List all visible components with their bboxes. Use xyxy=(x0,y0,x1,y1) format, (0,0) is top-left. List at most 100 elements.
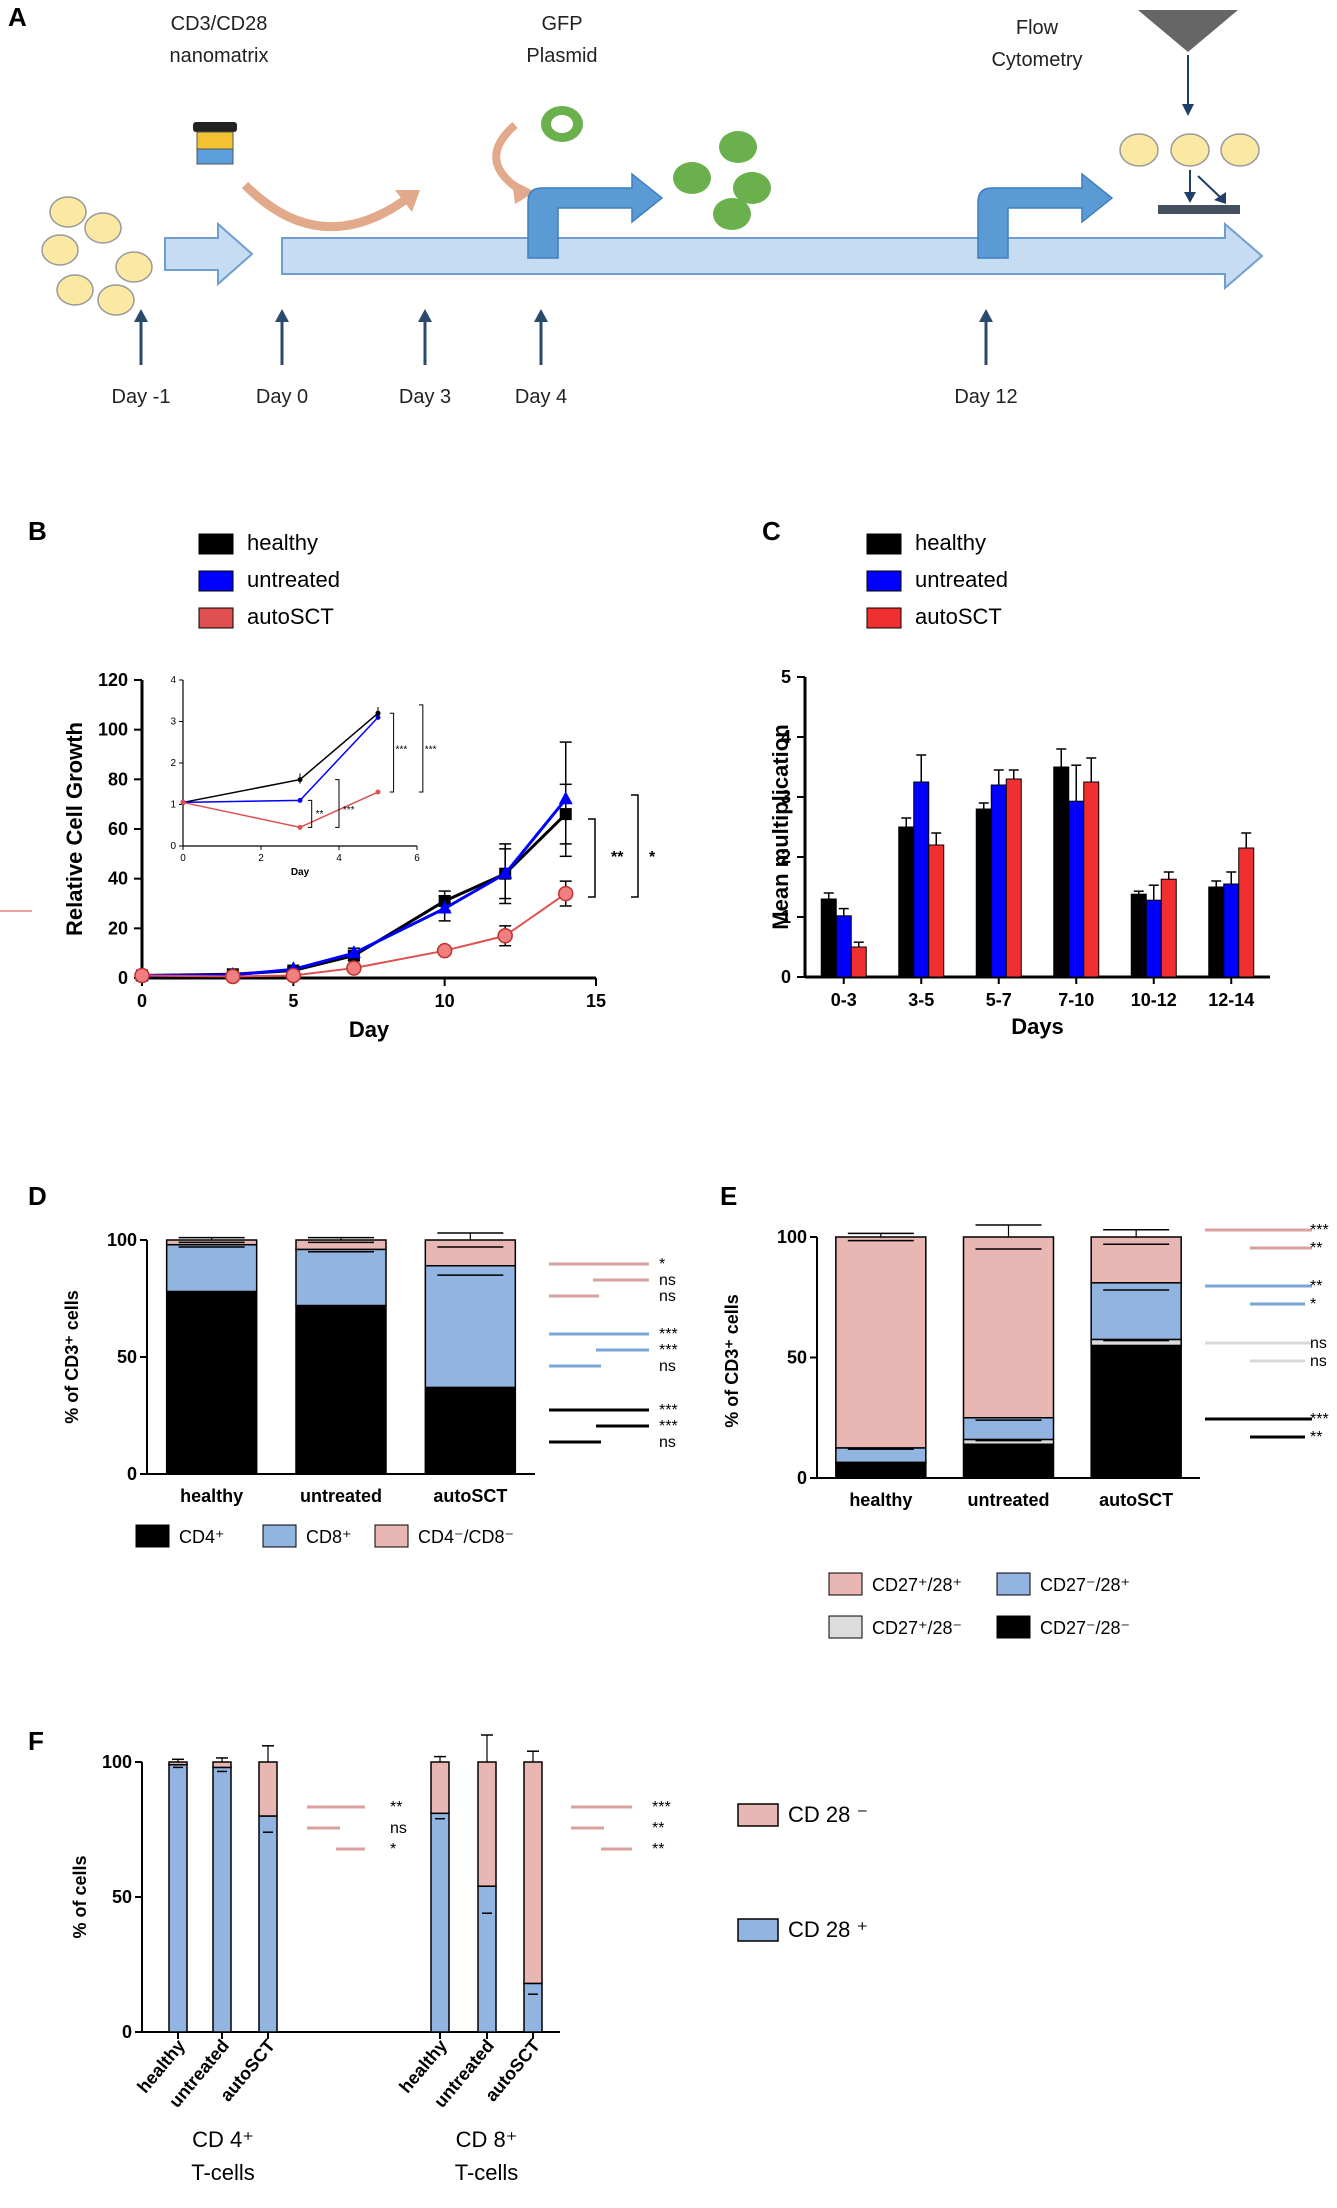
day-label: Day 3 xyxy=(399,386,451,408)
legend-label: untreated xyxy=(247,567,340,592)
legend-label: CD27⁺/28⁺ xyxy=(872,1575,962,1595)
sig-label: ns xyxy=(390,1820,407,1837)
sig-label: ** xyxy=(652,1841,664,1858)
legend-swatch xyxy=(198,533,234,555)
inset-y-tick-label: 3 xyxy=(170,717,176,728)
bar-healthy xyxy=(1053,766,1070,978)
data-point-untreated xyxy=(346,945,361,959)
legend-label: untreated xyxy=(915,567,1008,592)
panel-letter-a: A xyxy=(8,2,27,32)
data-point-autoSCT xyxy=(285,967,302,984)
data-point-autoSCT xyxy=(557,885,574,902)
bar-cd28-neg xyxy=(212,1761,232,1769)
plasmid-hole xyxy=(551,115,573,133)
cell-1 xyxy=(41,234,79,266)
bar-cd28-neg xyxy=(523,1761,543,1985)
step-label-plasmid: Plasmid xyxy=(526,45,597,67)
step-label-nanomatrix: nanomatrix xyxy=(170,45,269,67)
cell-5 xyxy=(97,284,135,316)
bar-healthy xyxy=(898,826,915,978)
group-label: CD 4⁺ xyxy=(192,2127,254,2152)
bar-segment xyxy=(962,1443,1055,1479)
inset-y-tick-label: 1 xyxy=(170,800,176,811)
sig-label: *** xyxy=(1310,1222,1329,1239)
bracket-label: * xyxy=(649,849,656,866)
sig-label: *** xyxy=(659,1418,678,1435)
x-tick-label: healthy xyxy=(849,1490,912,1510)
legend-label: CD27⁻/28⁻ xyxy=(1040,1618,1130,1638)
y-axis-title: % of cells xyxy=(70,1855,90,1938)
inset-sig-label: ** xyxy=(316,809,324,820)
panel-e-cd27-cd28-chart: E 0 50 100 healthy untreated autoSCT % of CD3⁺ … xyxy=(720,1181,1329,1639)
bar-healthy xyxy=(820,898,837,978)
x-tick-label: 0-3 xyxy=(831,990,857,1010)
inset-x-tick-label: 0 xyxy=(180,853,186,864)
bar-cd28-pos xyxy=(258,1815,278,2033)
panel-a-diagram: A CD3/CD28 nanomatrix GFP Plasmid Flow Cytomet… xyxy=(8,2,1264,408)
orange-arrow-head xyxy=(395,190,420,212)
timeline-arrow xyxy=(281,221,1264,291)
bracket-2 xyxy=(631,794,639,898)
day-arrow-head-1 xyxy=(275,309,289,322)
sig-label: * xyxy=(390,1841,396,1858)
cell-2 xyxy=(84,212,122,244)
y-tick-label: 50 xyxy=(117,1347,137,1367)
x-tick-label: untreated xyxy=(300,1486,382,1506)
bar-segment xyxy=(165,1243,258,1293)
y-tick-label: 50 xyxy=(787,1348,807,1368)
cell-4 xyxy=(56,274,94,306)
y-tick-label: 120 xyxy=(98,670,128,690)
sig-label: ** xyxy=(1310,1278,1322,1295)
y-tick-label: 0 xyxy=(122,2022,132,2042)
sig-label: *** xyxy=(659,1402,678,1419)
x-tick-label: healthy xyxy=(180,1486,243,1506)
bracket-label: ** xyxy=(611,849,624,866)
day-label: Day 4 xyxy=(515,386,567,408)
flow-arrow-head-1 xyxy=(1184,192,1196,203)
cytometer-arrow-head xyxy=(1182,104,1194,116)
bar-healthy xyxy=(1130,893,1147,978)
flow-cell-1 xyxy=(1170,133,1210,167)
sig-label: ** xyxy=(652,1820,664,1837)
plasmid-curve-arrow xyxy=(492,121,523,194)
step-label-plasmid: GFP xyxy=(541,13,582,35)
y-tick-label: 5 xyxy=(781,667,791,687)
bar-cd28-neg xyxy=(168,1761,188,1766)
y-tick-label: 4 xyxy=(781,727,791,747)
sig-label: ns xyxy=(1310,1335,1327,1352)
group-sublabel: T-cells xyxy=(455,2160,519,2185)
x-tick-label: 15 xyxy=(586,991,606,1011)
flow-cell-2 xyxy=(1220,133,1260,167)
sig-label: ns xyxy=(659,1358,676,1375)
legend-swatch xyxy=(262,1524,297,1548)
inset-point-autoSCT xyxy=(180,799,186,805)
legend-label: CD 28 ⁺ xyxy=(788,1917,868,1942)
inset-x-tick-label: 6 xyxy=(414,853,420,864)
y-tick-label: 0 xyxy=(127,1464,137,1484)
x-tick-label: 10-12 xyxy=(1131,990,1177,1010)
x-tick-label: 0 xyxy=(137,991,147,1011)
day-arrow-head-0 xyxy=(134,309,148,322)
day-arrow-head-4 xyxy=(979,309,993,322)
legend-swatch xyxy=(996,1572,1031,1596)
bar-untreated xyxy=(990,784,1007,978)
x-tick-label: 7-10 xyxy=(1058,990,1094,1010)
legend-label: CD4⁻/CD8⁻ xyxy=(418,1527,514,1547)
y-axis-title: Relative Cell Growth xyxy=(62,722,87,936)
inset-sig-label: *** xyxy=(396,745,408,756)
y-tick-label: 60 xyxy=(108,819,128,839)
bar-autoSCT xyxy=(928,844,945,978)
y-tick-label: 1 xyxy=(781,907,791,927)
bar-segment xyxy=(424,1386,517,1475)
bar-cd28-pos xyxy=(477,1885,497,2033)
y-tick-label: 100 xyxy=(107,1230,137,1250)
data-point-autoSCT xyxy=(497,928,513,944)
bar-untreated xyxy=(913,781,930,978)
legend-label: CD27⁻/28⁺ xyxy=(1040,1575,1130,1595)
bar-cd28-pos xyxy=(168,1763,188,2033)
bar-healthy xyxy=(975,808,992,978)
bar-cd28-pos xyxy=(212,1766,232,2033)
bar-segment xyxy=(165,1290,258,1475)
legend-swatch xyxy=(828,1572,863,1596)
